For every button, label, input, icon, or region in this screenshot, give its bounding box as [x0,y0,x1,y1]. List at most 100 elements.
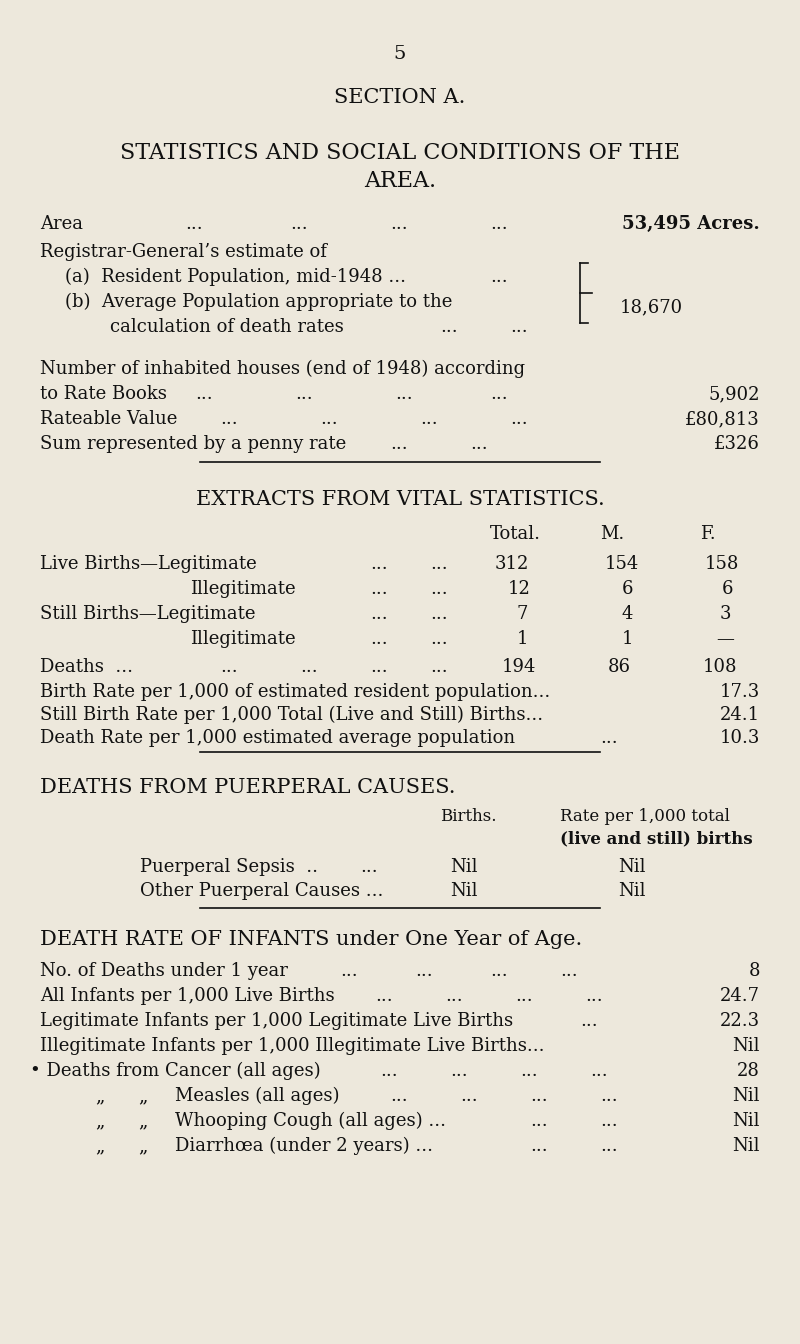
Text: Legitimate Infants per 1,000 Legitimate Live Births: Legitimate Infants per 1,000 Legitimate … [40,1012,513,1030]
Text: Other Puerperal Causes ...: Other Puerperal Causes ... [140,882,383,900]
Text: Puerperal Sepsis  ..: Puerperal Sepsis .. [140,857,318,876]
Text: ...: ... [490,215,508,233]
Text: ...: ... [295,384,313,403]
Text: ...: ... [300,659,318,676]
Text: M.: M. [600,526,624,543]
Text: 3: 3 [720,605,731,624]
Text: 5,902: 5,902 [709,384,760,403]
Text: ...: ... [395,384,413,403]
Text: Nil: Nil [618,882,646,900]
Text: ...: ... [580,1012,598,1030]
Text: „: „ [95,1111,104,1130]
Text: ...: ... [470,435,488,453]
Text: ...: ... [445,986,462,1005]
Text: „: „ [138,1137,147,1154]
Text: 194: 194 [502,659,536,676]
Text: (a)  Resident Population, mid-1948 ...: (a) Resident Population, mid-1948 ... [65,267,406,286]
Text: ...: ... [195,384,213,403]
Text: DEATH RATE OF INFANTS under One Year of Age.: DEATH RATE OF INFANTS under One Year of … [40,930,582,949]
Text: Illegitimate: Illegitimate [190,581,296,598]
Text: 8: 8 [749,962,760,980]
Text: Deaths  ...: Deaths ... [40,659,133,676]
Text: £326: £326 [714,435,760,453]
Text: ...: ... [370,581,388,598]
Text: ...: ... [220,659,238,676]
Text: ...: ... [430,630,448,648]
Text: ...: ... [370,605,388,624]
Text: 5: 5 [394,44,406,63]
Text: „: „ [138,1111,147,1130]
Text: ...: ... [600,1137,618,1154]
Text: ...: ... [430,605,448,624]
Text: 24.7: 24.7 [720,986,760,1005]
Text: 22.3: 22.3 [720,1012,760,1030]
Text: —: — [716,630,734,648]
Text: Number of inhabited houses (end of 1948) according: Number of inhabited houses (end of 1948)… [40,360,525,378]
Text: £80,813: £80,813 [686,410,760,427]
Text: Nil: Nil [450,882,478,900]
Text: ...: ... [370,659,388,676]
Text: 18,670: 18,670 [620,298,683,316]
Text: to Rate Books: to Rate Books [40,384,167,403]
Text: ...: ... [510,319,528,336]
Text: ...: ... [420,410,438,427]
Text: ...: ... [530,1111,548,1130]
Text: Nil: Nil [733,1111,760,1130]
Text: „: „ [95,1137,104,1154]
Text: Illegitimate: Illegitimate [190,630,296,648]
Text: 1: 1 [622,630,634,648]
Text: Area: Area [40,215,83,233]
Text: 12: 12 [508,581,531,598]
Text: • Deaths from Cancer (all ages): • Deaths from Cancer (all ages) [30,1062,321,1081]
Text: Illegitimate Infants per 1,000 Illegitimate Live Births...: Illegitimate Infants per 1,000 Illegitim… [40,1038,545,1055]
Text: ...: ... [370,630,388,648]
Text: Births.: Births. [440,808,497,825]
Text: Measles (all ages): Measles (all ages) [175,1087,339,1105]
Text: ...: ... [490,267,508,286]
Text: ...: ... [430,659,448,676]
Text: 24.1: 24.1 [720,706,760,724]
Text: No. of Deaths under 1 year: No. of Deaths under 1 year [40,962,288,980]
Text: STATISTICS AND SOCIAL CONDITIONS OF THE: STATISTICS AND SOCIAL CONDITIONS OF THE [120,142,680,164]
Text: Nil: Nil [733,1137,760,1154]
Text: ...: ... [490,384,508,403]
Text: Nil: Nil [733,1038,760,1055]
Text: „: „ [138,1087,147,1105]
Text: ...: ... [290,215,308,233]
Text: ...: ... [380,1062,398,1081]
Text: ...: ... [585,986,602,1005]
Text: 53,495 Acres.: 53,495 Acres. [622,215,760,233]
Text: ...: ... [415,962,433,980]
Text: EXTRACTS FROM VITAL STATISTICS.: EXTRACTS FROM VITAL STATISTICS. [196,491,604,509]
Text: All Infants per 1,000 Live Births: All Infants per 1,000 Live Births [40,986,334,1005]
Text: ...: ... [375,986,393,1005]
Text: ...: ... [530,1087,548,1105]
Text: 7: 7 [517,605,528,624]
Text: ...: ... [320,410,338,427]
Text: AREA.: AREA. [364,169,436,192]
Text: Total.: Total. [490,526,541,543]
Text: ...: ... [220,410,238,427]
Text: 4: 4 [622,605,634,624]
Text: Diarrhœa (under 2 years) ...: Diarrhœa (under 2 years) ... [175,1137,433,1156]
Text: ...: ... [430,555,448,573]
Text: „: „ [95,1087,104,1105]
Text: (live and still) births: (live and still) births [560,831,753,847]
Text: ...: ... [600,1111,618,1130]
Text: ...: ... [360,857,378,876]
Text: Rateable Value: Rateable Value [40,410,178,427]
Text: Still Birth Rate per 1,000 Total (Live and Still) Births...: Still Birth Rate per 1,000 Total (Live a… [40,706,543,724]
Text: Nil: Nil [618,857,646,876]
Text: calculation of death rates: calculation of death rates [110,319,344,336]
Text: ...: ... [600,1087,618,1105]
Text: Whooping Cough (all ages) ...: Whooping Cough (all ages) ... [175,1111,446,1130]
Text: ...: ... [590,1062,608,1081]
Text: DEATHS FROM PUERPERAL CAUSES.: DEATHS FROM PUERPERAL CAUSES. [40,778,455,797]
Text: Nil: Nil [450,857,478,876]
Text: Still Births—Legitimate: Still Births—Legitimate [40,605,255,624]
Text: Death Rate per 1,000 estimated average population: Death Rate per 1,000 estimated average p… [40,728,515,747]
Text: 86: 86 [608,659,631,676]
Text: ...: ... [600,728,618,747]
Text: Sum represented by a penny rate: Sum represented by a penny rate [40,435,346,453]
Text: 10.3: 10.3 [720,728,760,747]
